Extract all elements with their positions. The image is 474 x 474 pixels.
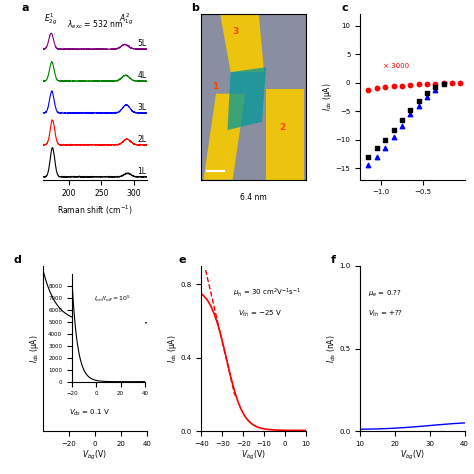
Point xyxy=(440,80,447,88)
Text: 2L: 2L xyxy=(137,135,146,144)
Y-axis label: $I_{ds}$ (μA): $I_{ds}$ (μA) xyxy=(28,334,41,363)
Text: 6.4 nm: 6.4 nm xyxy=(240,192,267,201)
Text: $\lambda_{exc}$ = 532 nm: $\lambda_{exc}$ = 532 nm xyxy=(67,18,123,31)
Text: e: e xyxy=(178,255,186,264)
X-axis label: $V_{bg}$(V): $V_{bg}$(V) xyxy=(241,448,266,462)
Point xyxy=(382,83,389,91)
Point xyxy=(390,82,397,90)
Point xyxy=(390,126,397,133)
Y-axis label: $I_{ds}$ (μA): $I_{ds}$ (μA) xyxy=(166,334,179,363)
Text: a: a xyxy=(22,3,29,13)
Y-axis label: $I_{ds}$ (nA): $I_{ds}$ (nA) xyxy=(325,334,338,363)
Polygon shape xyxy=(266,89,304,180)
Point xyxy=(440,80,447,87)
Text: 4L: 4L xyxy=(137,71,146,80)
Text: c: c xyxy=(341,3,348,13)
Point xyxy=(431,80,439,87)
X-axis label: Raman shift (cm$^{-1}$): Raman shift (cm$^{-1}$) xyxy=(57,204,133,218)
Text: 2: 2 xyxy=(280,123,286,132)
Point xyxy=(415,81,422,88)
Point xyxy=(431,86,439,93)
Point xyxy=(390,133,397,141)
Polygon shape xyxy=(220,14,264,72)
Text: × 3000: × 3000 xyxy=(383,64,409,70)
Point xyxy=(423,89,431,97)
Polygon shape xyxy=(228,67,266,130)
Point xyxy=(398,122,406,129)
Text: d: d xyxy=(13,255,21,264)
Text: 3: 3 xyxy=(233,27,239,36)
Text: 1: 1 xyxy=(212,82,218,91)
Point xyxy=(373,153,381,161)
Text: $E^1_{2g}$: $E^1_{2g}$ xyxy=(45,12,58,27)
Text: f: f xyxy=(331,255,336,264)
Point xyxy=(423,93,431,101)
Point xyxy=(406,106,414,114)
Text: 1L: 1L xyxy=(137,167,146,176)
Point xyxy=(431,83,439,91)
Point xyxy=(382,145,389,152)
Text: 5L: 5L xyxy=(137,39,146,48)
Point xyxy=(423,80,431,88)
Point xyxy=(365,86,372,93)
Point xyxy=(406,110,414,118)
Polygon shape xyxy=(203,94,245,180)
Point xyxy=(456,79,464,86)
Text: 3L: 3L xyxy=(137,103,146,112)
Point xyxy=(406,81,414,89)
Text: $V_{th}$ = +??: $V_{th}$ = +?? xyxy=(368,309,404,319)
Point xyxy=(398,116,406,124)
Point xyxy=(415,102,422,109)
Point xyxy=(365,153,372,161)
Point xyxy=(415,97,422,105)
Text: $\mu_h$ = 30 cm$^2$V$^{-1}$s$^{-1}$: $\mu_h$ = 30 cm$^2$V$^{-1}$s$^{-1}$ xyxy=(233,287,301,299)
Text: $V_{ds}$ = 0.1 V: $V_{ds}$ = 0.1 V xyxy=(69,408,110,418)
Point xyxy=(398,82,406,90)
Point xyxy=(448,79,456,87)
Y-axis label: $I_{ds}$ (μA): $I_{ds}$ (μA) xyxy=(321,83,334,111)
X-axis label: $V_{bg}$(V): $V_{bg}$(V) xyxy=(400,448,425,462)
Point xyxy=(373,145,381,152)
Point xyxy=(373,85,381,92)
Text: $V_{th}$ = −25 V: $V_{th}$ = −25 V xyxy=(238,309,282,319)
Text: $A^2_{1g}$: $A^2_{1g}$ xyxy=(119,12,133,27)
Text: b: b xyxy=(191,3,199,13)
Point xyxy=(382,136,389,144)
X-axis label: $V_{bg}$(V): $V_{bg}$(V) xyxy=(82,448,107,462)
Text: $\mu_e$ = 0.??: $\mu_e$ = 0.?? xyxy=(368,289,402,299)
Point xyxy=(365,162,372,169)
